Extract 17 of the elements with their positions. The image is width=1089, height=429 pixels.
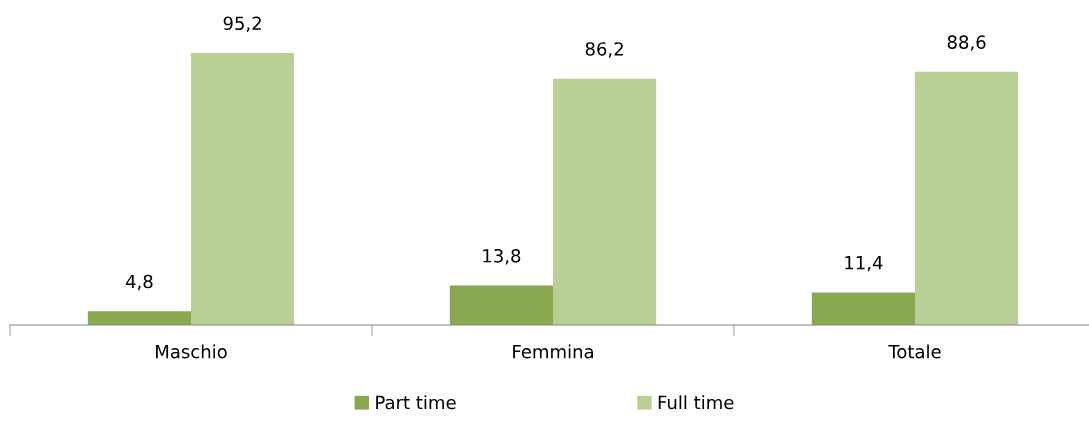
data-label: 88,6: [947, 35, 986, 51]
x-tick-label: Maschio: [156, 344, 227, 359]
bar: [87, 311, 191, 325]
data-label: 13,8: [483, 248, 521, 265]
x-tick-label: Femmina: [513, 344, 593, 359]
bar: [915, 71, 1019, 325]
data-label: 95,2: [223, 16, 261, 32]
bar: [449, 285, 553, 325]
bar: [191, 53, 295, 325]
data-label: 11,4: [845, 256, 883, 272]
bar: [811, 292, 915, 325]
data-label: 4,8: [125, 274, 153, 291]
x-tick-label: Totale: [888, 344, 941, 359]
bar: [553, 78, 657, 325]
legend-label: Part time: [376, 395, 456, 410]
data-label: 86,2: [585, 42, 623, 58]
legend-label: Full time: [658, 395, 734, 410]
